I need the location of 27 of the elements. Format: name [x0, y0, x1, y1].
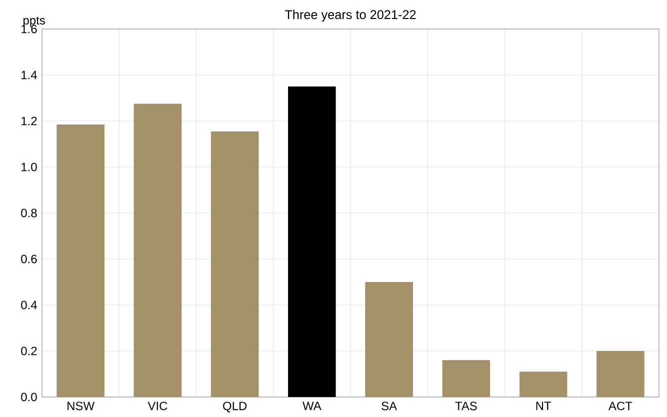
y-tick-label: 1.0 [22, 162, 37, 172]
bar [288, 86, 336, 397]
bar [596, 350, 644, 397]
x-tick-label: TAS [455, 402, 477, 410]
x-tick-label: NSW [68, 402, 95, 410]
y-tick-label: 0.6 [21, 254, 37, 264]
bar [519, 372, 568, 397]
bar [365, 282, 413, 397]
x-tick-label: WA [302, 402, 322, 410]
bar [134, 104, 182, 397]
x-tick-label: VIC [148, 402, 168, 410]
bar [442, 360, 490, 397]
x-tick-label: NT [536, 402, 552, 410]
y-tick-label: 0.8 [21, 208, 37, 218]
bar [210, 131, 259, 397]
y-tick-label: 0.2 [21, 346, 37, 356]
y-tick-label: 1.6 [22, 24, 37, 34]
x-tick-label: QLD [223, 402, 247, 412]
y-tick-label: 1.4 [22, 70, 37, 80]
x-tick-label: ACT [608, 402, 632, 410]
x-tick-label: SA [382, 402, 398, 410]
y-tick-label: 1.2 [22, 116, 37, 126]
y-axis-title: ppts [23, 16, 45, 27]
y-tick-label: 0.4 [21, 300, 37, 310]
y-tick-label: 0.0 [21, 392, 37, 402]
bar [56, 124, 104, 397]
chart-title: Three years to 2021-22 [284, 10, 416, 22]
